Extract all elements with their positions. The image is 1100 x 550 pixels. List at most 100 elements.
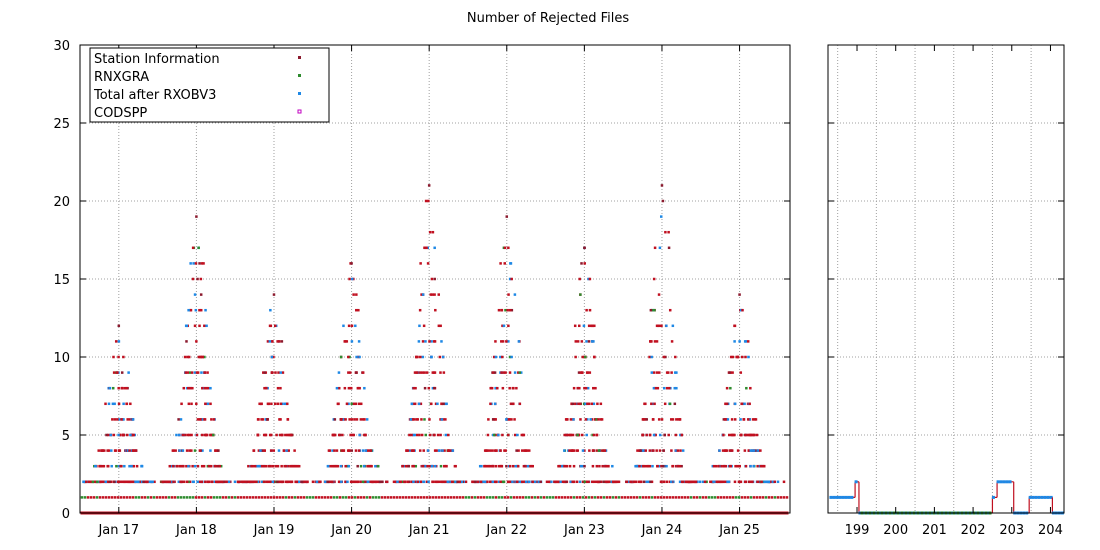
data-point — [195, 371, 199, 374]
x-tick-label: Jan 25 — [718, 523, 760, 538]
data-point — [203, 324, 206, 328]
data-point — [581, 355, 584, 359]
data-point — [494, 418, 497, 421]
data-point — [340, 449, 343, 452]
data-point — [423, 418, 426, 421]
data-point — [671, 464, 675, 468]
data-point — [281, 371, 285, 374]
data-point — [176, 496, 180, 499]
data-point — [724, 418, 727, 421]
data-point — [494, 464, 498, 468]
data-point — [501, 433, 504, 437]
data-point — [143, 496, 147, 499]
data-point — [161, 496, 165, 499]
x-tick-label: Jan 22 — [485, 523, 527, 538]
data-point — [604, 480, 608, 484]
data-point — [635, 496, 639, 499]
data-point — [439, 418, 442, 421]
data-point — [522, 433, 526, 437]
legend: Station Information RNXGRA Total after RXO… — [89, 47, 330, 123]
data-point — [491, 496, 495, 499]
data-point — [286, 480, 289, 484]
data-point — [709, 480, 712, 484]
data-point — [416, 496, 420, 499]
data-point — [829, 495, 833, 499]
data-point — [506, 496, 510, 499]
data-point — [119, 496, 123, 499]
data-point — [590, 496, 594, 499]
data-point — [647, 480, 651, 484]
data-point — [591, 480, 594, 484]
data-point — [521, 496, 525, 499]
data-point — [658, 433, 662, 437]
data-point — [563, 449, 566, 452]
data-point — [531, 480, 535, 484]
data-point — [567, 433, 570, 437]
data-point — [539, 496, 543, 499]
data-point — [579, 293, 582, 296]
data-point — [268, 480, 272, 484]
data-point — [392, 496, 396, 499]
data-point — [713, 496, 717, 499]
data-point — [258, 402, 261, 406]
data-point — [202, 464, 206, 468]
data-point — [355, 308, 358, 312]
data-point — [192, 262, 195, 265]
data-point — [430, 464, 434, 468]
data-point — [188, 371, 192, 374]
data-point — [408, 449, 411, 452]
data-point — [572, 496, 576, 499]
data-point — [501, 324, 504, 328]
data-point — [603, 449, 607, 452]
data-point — [421, 340, 425, 343]
data-point — [419, 402, 423, 406]
data-point — [437, 293, 441, 296]
data-point — [554, 480, 558, 484]
data-point — [104, 480, 108, 484]
data-point — [588, 308, 592, 312]
data-point — [638, 496, 642, 499]
data-point — [347, 355, 350, 359]
data-point — [629, 496, 633, 499]
data-point — [131, 480, 134, 484]
data-point — [648, 449, 652, 452]
data-point — [650, 402, 653, 406]
data-point — [689, 480, 693, 484]
data-point — [614, 496, 618, 499]
data-point — [670, 340, 674, 343]
data-point — [446, 433, 450, 437]
data-point — [753, 418, 756, 421]
data-point — [606, 480, 609, 484]
data-point — [350, 418, 354, 421]
data-point — [381, 480, 384, 484]
data-point — [362, 496, 366, 499]
data-point — [428, 230, 432, 234]
data-point — [368, 449, 371, 452]
data-point — [425, 246, 428, 250]
data-point — [512, 402, 515, 406]
data-point — [733, 418, 737, 421]
data-point — [519, 371, 523, 374]
data-point — [661, 199, 665, 203]
data-point — [449, 449, 453, 452]
data-point — [675, 386, 678, 390]
data-point — [187, 308, 190, 312]
data-point — [583, 386, 586, 390]
data-point — [412, 449, 415, 452]
data-point — [417, 402, 421, 406]
data-point — [442, 371, 446, 374]
data-point — [749, 449, 753, 452]
data-point — [507, 246, 510, 250]
data-point — [548, 496, 552, 499]
data-point — [329, 496, 333, 499]
data-point — [191, 464, 194, 468]
data-point — [581, 449, 585, 452]
data-point — [507, 340, 510, 343]
data-point — [715, 480, 719, 484]
data-point — [117, 449, 121, 452]
data-point — [642, 449, 646, 452]
data-point — [584, 402, 587, 406]
data-point — [637, 480, 641, 484]
data-point — [712, 480, 715, 484]
data-point — [518, 371, 521, 374]
